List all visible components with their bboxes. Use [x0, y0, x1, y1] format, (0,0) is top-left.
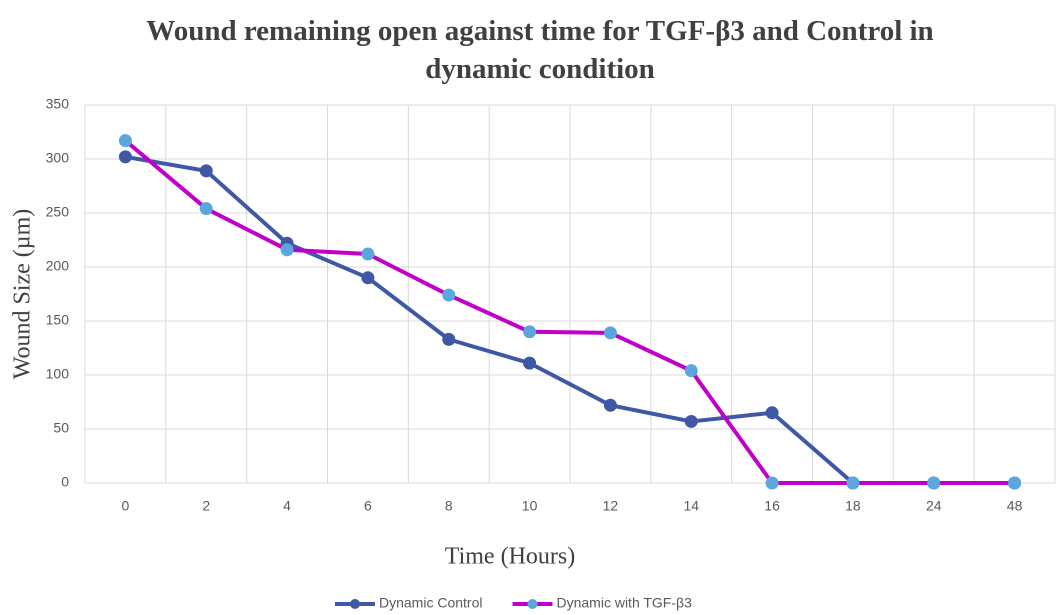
- marker: [846, 476, 860, 490]
- y-tick-label: 350: [46, 96, 70, 112]
- marker: [603, 326, 617, 340]
- x-tick-label: 4: [283, 498, 291, 514]
- x-tick-label: 10: [522, 498, 538, 514]
- marker: [118, 134, 132, 148]
- y-tick-label: 0: [61, 474, 69, 490]
- marker: [523, 325, 537, 339]
- marker: [199, 164, 213, 178]
- x-tick-label: 16: [764, 498, 780, 514]
- marker: [199, 202, 213, 216]
- marker: [361, 271, 375, 285]
- y-tick-label: 250: [46, 204, 70, 220]
- x-axis-label: Time (Hours): [445, 544, 575, 570]
- marker: [118, 150, 132, 164]
- legend-label: Dynamic with TGF-β3: [556, 595, 692, 611]
- y-axis-label: Wound Size (µm): [10, 209, 36, 380]
- y-tick-label: 200: [46, 258, 70, 274]
- y-tick-label: 150: [46, 312, 70, 328]
- y-tick-label: 300: [46, 150, 70, 166]
- marker: [927, 476, 941, 490]
- x-tick-label: 14: [683, 498, 699, 514]
- x-tick-label: 24: [926, 498, 942, 514]
- y-tick-label: 50: [53, 420, 69, 436]
- marker: [765, 406, 779, 420]
- legend-marker: [350, 599, 360, 609]
- x-tick-label: 6: [364, 498, 372, 514]
- legend-label: Dynamic Control: [379, 595, 482, 611]
- marker: [684, 364, 698, 378]
- x-tick-label: 8: [445, 498, 453, 514]
- y-tick-label: 100: [46, 366, 70, 382]
- series-line: [124, 139, 1015, 485]
- legend-marker: [527, 599, 538, 609]
- marker: [523, 356, 537, 370]
- marker: [442, 332, 456, 346]
- marker: [1008, 476, 1022, 490]
- marker: [684, 414, 698, 428]
- x-tick-label: 2: [202, 498, 210, 514]
- x-tick-label: 18: [845, 498, 861, 514]
- marker: [361, 247, 375, 261]
- marker: [603, 398, 617, 412]
- marker: [442, 288, 456, 302]
- x-tick-label: 48: [1007, 498, 1023, 514]
- x-tick-label: 0: [122, 498, 130, 514]
- x-tick-label: 12: [603, 498, 619, 514]
- marker: [280, 243, 294, 257]
- marker: [765, 476, 779, 490]
- chart-title: Wound remaining open against time for TG…: [146, 15, 934, 85]
